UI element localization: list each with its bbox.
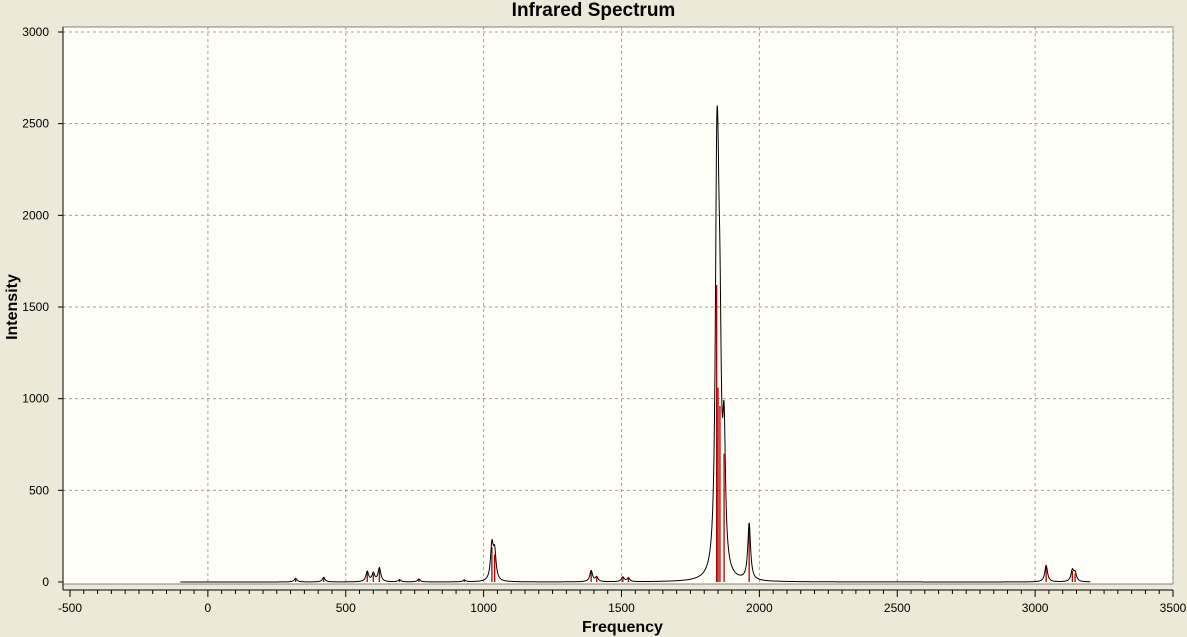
y-tick-label: 1500 xyxy=(22,300,49,314)
y-axis-label: Intensity xyxy=(4,274,21,340)
grid xyxy=(63,27,1174,584)
x-tick-label: 2500 xyxy=(884,601,911,615)
spectrum-line xyxy=(180,105,1091,583)
y-tick-label: 2000 xyxy=(22,208,49,222)
y-tick-label: 1000 xyxy=(22,392,49,406)
vibration-sticks xyxy=(294,285,1076,582)
y-tick-label: 2500 xyxy=(22,117,49,131)
axes: 0 500 1000 1500 2000 2500 3000 -500 0 500 1000 1500… xyxy=(22,25,1186,615)
x-tick-label: 3000 xyxy=(1022,601,1049,615)
x-axis-label: Frequency xyxy=(582,619,663,636)
x-tick-label: 500 xyxy=(336,601,356,615)
x-tick-label: 1500 xyxy=(608,601,635,615)
y-tick-label: 500 xyxy=(29,483,49,497)
x-tick-label: 0 xyxy=(205,601,212,615)
y-tick-label: 0 xyxy=(42,575,49,589)
x-tick-label: 3500 xyxy=(1160,601,1187,615)
x-tick-label: -500 xyxy=(58,601,82,615)
y-tick-label: 3000 xyxy=(22,25,49,39)
x-tick-label: 1000 xyxy=(470,601,497,615)
x-tick-label: 2000 xyxy=(746,601,773,615)
chart-title: Infrared Spectrum xyxy=(511,0,676,21)
plot-area xyxy=(62,26,1174,585)
